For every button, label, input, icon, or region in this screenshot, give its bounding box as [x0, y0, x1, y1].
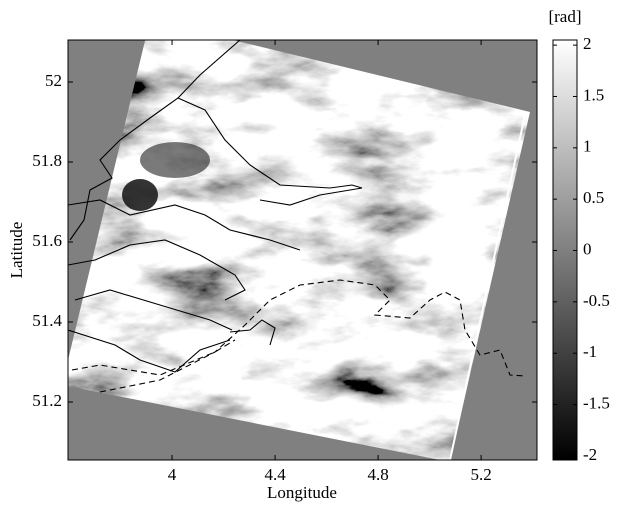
- map-image: [40, 0, 560, 480]
- colorbar-tick-label: 1: [583, 137, 592, 156]
- x-tick-label: 4.4: [264, 465, 286, 484]
- y-axis-label: Latitude: [7, 222, 26, 279]
- y-tick-label: 51.2: [32, 391, 62, 410]
- colorbar-tick-label: 0.5: [583, 188, 604, 207]
- colorbar-tick-label: -2: [583, 445, 597, 464]
- x-axis-label: Longitude: [267, 483, 337, 502]
- colorbar-tick-label: -0.5: [583, 291, 610, 310]
- colorbar-tick-label: 0: [583, 239, 592, 258]
- y-tick-label: 51.6: [32, 231, 62, 250]
- y-tick-label: 52: [45, 71, 62, 90]
- y-tick-label: 51.8: [32, 151, 62, 170]
- y-tick-label: 51.4: [32, 311, 62, 330]
- x-tick-label: 5.2: [470, 465, 491, 484]
- colorbar-tick-label: -1.5: [583, 393, 610, 412]
- colorbar-tick-label: -1: [583, 342, 597, 361]
- x-tick-label: 4.8: [367, 465, 388, 484]
- map-figure: [rad] Longitude Latitude 4 4.4 4.8 5.2 51.2 5…: [0, 0, 637, 510]
- colorbar: [553, 40, 577, 460]
- x-tick-label: 4: [168, 465, 177, 484]
- colorbar-tick-label: 1.5: [583, 85, 604, 104]
- colorbar-label: [rad]: [548, 7, 581, 26]
- colorbar-tick-label: 2: [583, 34, 592, 53]
